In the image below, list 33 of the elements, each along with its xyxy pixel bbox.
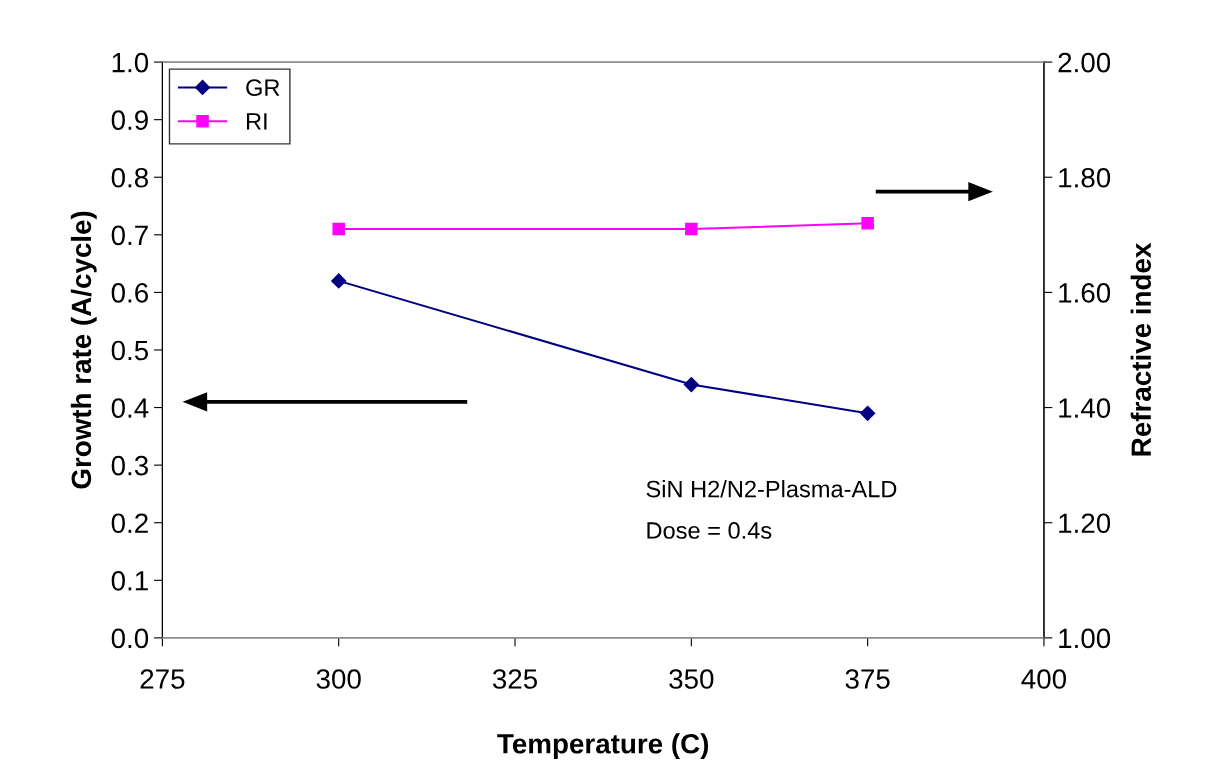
x-tick-label: 375 <box>845 669 890 689</box>
y2-axis-title: Refractive index <box>1130 242 1152 456</box>
y2-tick-label: 1.80 <box>1059 167 1111 188</box>
y2-tick-label: 1.00 <box>1059 628 1111 649</box>
legend-label: RI <box>246 113 267 130</box>
point <box>860 405 876 421</box>
annotation: Dose = 0.4s <box>647 522 772 539</box>
y2-tick-label: 1.40 <box>1059 398 1111 418</box>
y2-tick-label: 1.20 <box>1059 513 1111 534</box>
y-tick-label: 0.1 <box>111 570 148 591</box>
y-axis-title: Growth rate (A/cycle) <box>70 211 97 489</box>
y-tick-label: 0.7 <box>111 225 148 246</box>
y-tick-label: 0.6 <box>111 283 148 303</box>
y-tick-label: 0.8 <box>111 167 148 188</box>
point <box>331 273 347 289</box>
point <box>683 376 699 393</box>
y-tick-label: 0.2 <box>111 513 148 534</box>
annotation: SiN H2/N2-Plasma-ALD <box>646 480 897 498</box>
x-tick-label: 400 <box>1021 669 1067 689</box>
y2-tick-label: 1.60 <box>1059 283 1111 303</box>
y-tick-label: 0.3 <box>111 455 148 476</box>
y-tick-label: 0.9 <box>111 110 148 130</box>
x-tick-label: 350 <box>669 669 714 689</box>
y2-tick-label: 2.00 <box>1058 52 1111 73</box>
x-tick-label: 275 <box>140 669 185 689</box>
y-tick-label: 0.0 <box>111 628 149 649</box>
y-tick-label: 0.4 <box>111 398 149 418</box>
x-axis-title: Temperature (C) <box>497 733 709 760</box>
y-tick-label: 1.0 <box>112 52 149 73</box>
legend-label: GR <box>246 79 280 96</box>
x-tick-label: 300 <box>316 669 361 689</box>
y-tick-label: 0.5 <box>111 340 149 361</box>
x-tick-label: 325 <box>492 669 538 689</box>
